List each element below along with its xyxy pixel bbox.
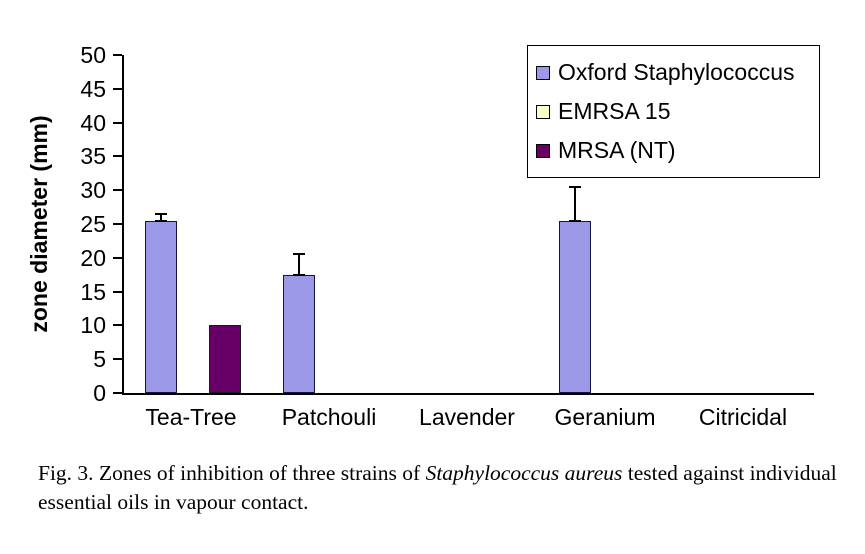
- bar-mrsa-nt-tea-tree: [209, 325, 241, 393]
- legend-swatch-oxford-staphylococcus: [536, 65, 550, 80]
- y-tick-mark: [113, 189, 122, 192]
- legend: Oxford Staphylococcus EMRSA 15 MRSA (NT): [527, 45, 820, 178]
- figure-caption: Fig. 3. Zones of inhibition of three str…: [38, 459, 838, 516]
- y-tick-mark: [113, 358, 122, 361]
- x-axis-label-patchouli: Patchouli: [281, 404, 377, 430]
- error-bar-cap: [293, 273, 305, 276]
- bar-oxford-staphylococcus-geranium: [559, 220, 591, 393]
- error-bar-cap: [155, 219, 167, 222]
- error-bar-cap: [569, 185, 581, 188]
- y-tick-label-40: 40: [80, 109, 106, 136]
- y-tick-mark: [113, 256, 122, 259]
- x-axis-label-tea-tree: Tea-Tree: [145, 404, 237, 430]
- plot-area: [122, 55, 814, 395]
- y-tick-mark: [113, 223, 122, 225]
- caption-species-italic: Staphylococcus aureus: [425, 461, 623, 485]
- legend-label: MRSA (NT): [558, 137, 676, 163]
- bar-oxford-staphylococcus-tea-tree: [145, 220, 177, 393]
- error-bar-oxford-staphylococcus-geranium: [574, 186, 576, 221]
- y-tick-label-20: 20: [80, 244, 106, 271]
- y-tick-mark: [113, 87, 122, 90]
- error-bar-cap: [569, 219, 581, 222]
- y-tick-label-25: 25: [80, 211, 106, 237]
- x-axis-label-citricidal: Citricidal: [698, 404, 788, 430]
- y-tick-label-10: 10: [80, 312, 106, 339]
- x-axis-label-lavender: Lavender: [419, 404, 515, 430]
- caption-text-1: Zones of inhibition of three strains of: [93, 461, 426, 485]
- y-tick-mark: [113, 121, 122, 124]
- y-tick-label-15: 15: [80, 278, 106, 305]
- caption-text-2: tested against individual essential oils…: [38, 461, 837, 514]
- x-axis-label-geranium: Geranium: [554, 404, 656, 430]
- y-tick-mark: [113, 54, 122, 56]
- error-bar-oxford-staphylococcus-patchouli: [298, 254, 300, 275]
- legend-item-emrsa-15: EMRSA 15: [536, 92, 811, 131]
- y-tick-mark: [113, 155, 122, 158]
- legend-label: Oxford Staphylococcus: [558, 59, 795, 85]
- error-bar-oxford-staphylococcus-tea-tree: [160, 213, 162, 221]
- y-tick-label-30: 30: [80, 177, 106, 204]
- legend-swatch-emrsa-15: [536, 104, 550, 119]
- y-tick-mark: [113, 324, 122, 327]
- y-tick-label-50: 50: [80, 42, 106, 68]
- legend-swatch-mrsa-nt: [536, 143, 550, 158]
- error-bar-cap: [155, 212, 167, 215]
- error-bar-cap: [293, 253, 305, 256]
- y-tick-label-5: 5: [93, 346, 106, 373]
- legend-item-mrsa-nt: MRSA (NT): [536, 131, 811, 170]
- y-tick-mark: [113, 290, 122, 293]
- caption-label: Fig. 3.: [38, 461, 94, 485]
- y-tick-label-35: 35: [80, 143, 106, 170]
- legend-item-oxford-staphylococcus: Oxford Staphylococcus: [536, 53, 811, 92]
- y-tick-label-45: 45: [80, 75, 106, 102]
- legend-label: EMRSA 15: [558, 98, 671, 124]
- bar-oxford-staphylococcus-patchouli: [283, 274, 315, 393]
- y-tick-label-0: 0: [93, 380, 106, 406]
- y-tick-mark: [113, 392, 122, 394]
